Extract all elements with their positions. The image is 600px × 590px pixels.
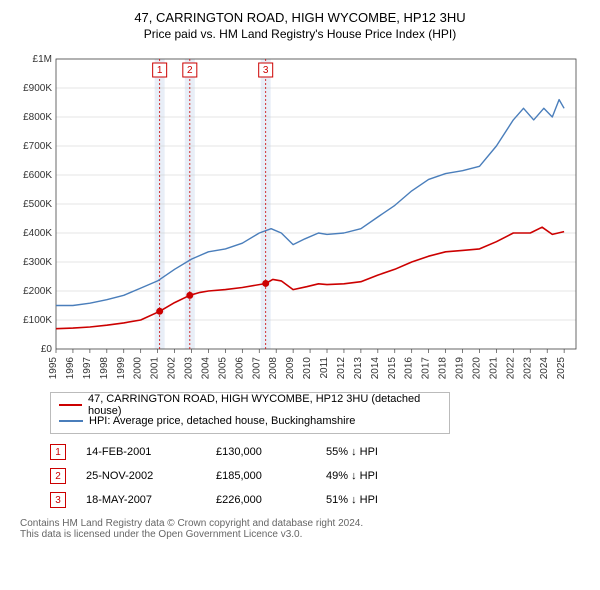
svg-text:2018: 2018	[438, 357, 449, 379]
svg-text:2011: 2011	[319, 357, 330, 379]
sale-price: £130,000	[216, 446, 306, 458]
svg-text:2017: 2017	[421, 357, 432, 379]
svg-text:1999: 1999	[116, 357, 127, 379]
svg-text:3: 3	[263, 65, 269, 76]
svg-text:£200K: £200K	[23, 286, 52, 297]
sale-price: £185,000	[216, 470, 306, 482]
svg-text:2010: 2010	[302, 357, 313, 379]
svg-text:£600K: £600K	[23, 170, 52, 181]
svg-text:2015: 2015	[387, 357, 398, 379]
attribution-line: Contains HM Land Registry data © Crown c…	[20, 518, 590, 529]
svg-text:£800K: £800K	[23, 112, 52, 123]
table-row: 2 25-NOV-2002 £185,000 49% ↓ HPI	[50, 464, 590, 488]
sale-badge-icon: 3	[50, 492, 66, 508]
sale-pct: 55% ↓ HPI	[326, 446, 426, 458]
svg-text:2016: 2016	[404, 357, 415, 379]
svg-text:2013: 2013	[353, 357, 364, 379]
chart-container: 47, CARRINGTON ROAD, HIGH WYCOMBE, HP12 …	[0, 0, 600, 546]
svg-text:2002: 2002	[167, 357, 178, 379]
svg-text:2005: 2005	[217, 357, 228, 379]
svg-text:2003: 2003	[184, 357, 195, 379]
sale-date: 25-NOV-2002	[86, 470, 196, 482]
svg-text:£0: £0	[41, 344, 53, 355]
svg-text:2007: 2007	[251, 357, 262, 379]
attribution-line: This data is licensed under the Open Gov…	[20, 529, 590, 540]
svg-text:2004: 2004	[200, 357, 211, 379]
svg-text:£300K: £300K	[23, 257, 52, 268]
table-row: 1 14-FEB-2001 £130,000 55% ↓ HPI	[50, 440, 590, 464]
svg-text:2020: 2020	[471, 357, 482, 379]
sale-badge-icon: 1	[50, 444, 66, 460]
svg-text:2012: 2012	[336, 357, 347, 379]
legend-row-property: 47, CARRINGTON ROAD, HIGH WYCOMBE, HP12 …	[59, 397, 441, 413]
sale-date: 14-FEB-2001	[86, 446, 196, 458]
svg-text:£500K: £500K	[23, 199, 52, 210]
sale-date: 18-MAY-2007	[86, 494, 196, 506]
svg-text:1998: 1998	[99, 357, 110, 379]
sales-table: 1 14-FEB-2001 £130,000 55% ↓ HPI 2 25-NO…	[50, 440, 590, 512]
sale-pct: 49% ↓ HPI	[326, 470, 426, 482]
svg-text:2001: 2001	[150, 357, 161, 379]
sale-badge-icon: 2	[50, 468, 66, 484]
svg-text:1997: 1997	[82, 357, 93, 379]
chart-plot-area: £0 £100K £200K £300K £400K £500K £600K £700K £80…	[10, 49, 590, 384]
svg-text:2006: 2006	[234, 357, 245, 379]
svg-text:1996: 1996	[65, 357, 76, 379]
svg-text:2019: 2019	[455, 357, 466, 379]
svg-text:£400K: £400K	[23, 228, 52, 239]
svg-text:£900K: £900K	[23, 83, 52, 94]
svg-text:2000: 2000	[133, 357, 144, 379]
attribution-text: Contains HM Land Registry data © Crown c…	[20, 518, 590, 540]
svg-text:1: 1	[157, 65, 163, 76]
chart-subtitle: Price paid vs. HM Land Registry's House …	[10, 27, 590, 41]
svg-text:2009: 2009	[285, 357, 296, 379]
legend-label-hpi: HPI: Average price, detached house, Buck…	[89, 415, 355, 427]
sale-pct: 51% ↓ HPI	[326, 494, 426, 506]
svg-text:2022: 2022	[505, 357, 516, 379]
svg-text:£100K: £100K	[23, 315, 52, 326]
sale-price: £226,000	[216, 494, 306, 506]
line-chart-svg: £0 £100K £200K £300K £400K £500K £600K £700K £80…	[10, 49, 590, 379]
svg-text:2014: 2014	[370, 357, 381, 379]
svg-text:1995: 1995	[48, 357, 59, 379]
chart-legend: 47, CARRINGTON ROAD, HIGH WYCOMBE, HP12 …	[50, 392, 450, 434]
svg-text:£1M: £1M	[33, 54, 52, 65]
legend-swatch-property	[59, 404, 82, 406]
svg-text:2021: 2021	[488, 357, 499, 379]
legend-swatch-hpi	[59, 420, 83, 422]
svg-text:2008: 2008	[268, 357, 279, 379]
svg-text:2: 2	[187, 65, 193, 76]
legend-label-property: 47, CARRINGTON ROAD, HIGH WYCOMBE, HP12 …	[88, 393, 441, 417]
chart-title: 47, CARRINGTON ROAD, HIGH WYCOMBE, HP12 …	[10, 10, 590, 25]
table-row: 3 18-MAY-2007 £226,000 51% ↓ HPI	[50, 488, 590, 512]
svg-text:2023: 2023	[522, 357, 533, 379]
svg-text:2025: 2025	[556, 357, 567, 379]
svg-text:2024: 2024	[539, 357, 550, 379]
svg-text:£700K: £700K	[23, 141, 52, 152]
